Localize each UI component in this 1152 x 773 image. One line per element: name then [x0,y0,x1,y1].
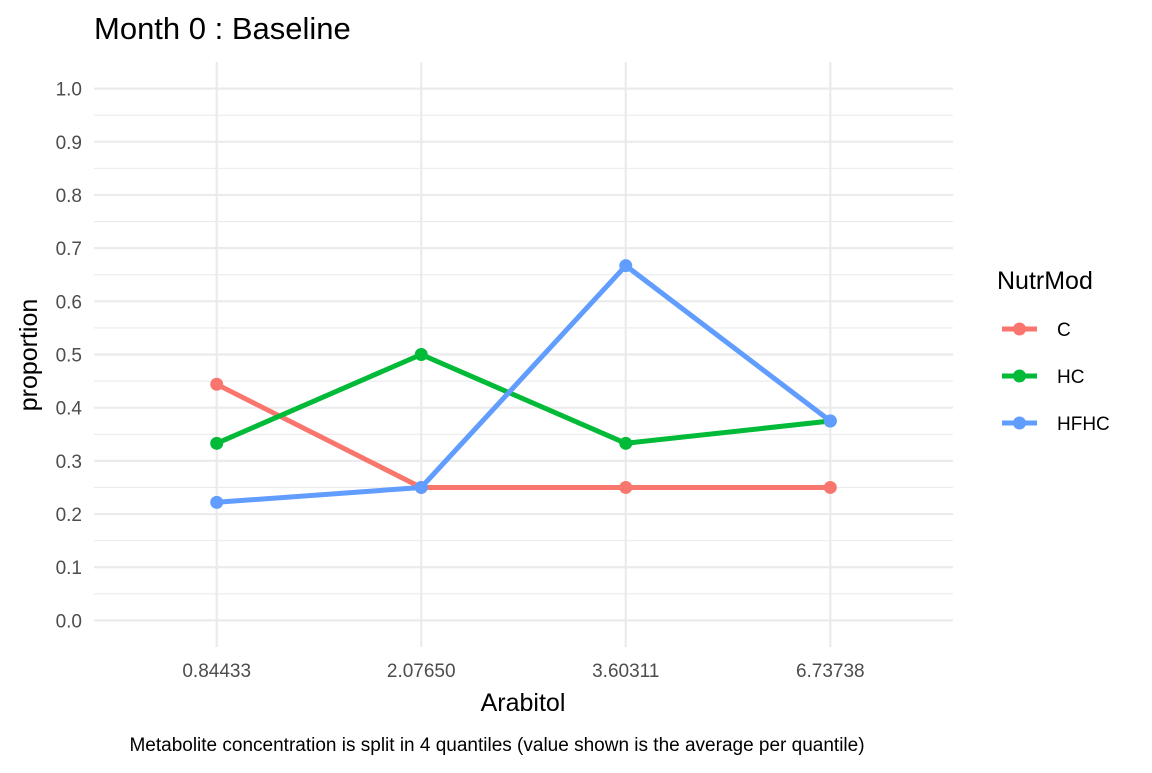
y-axis-ticks: 0.0 0.1 0.2 0.3 0.4 0.5 0.6 0.7 0.8 0.9 1.0 [56,80,83,633]
legend-items: C HC HFHC [1002,320,1110,435]
data-point [619,480,633,494]
y-tick-label: 0.6 [56,292,82,313]
series-hc [210,348,837,450]
series-lines [210,259,837,509]
series-hfhc [210,259,837,509]
data-point [210,377,224,391]
x-axis-ticks: 0.84433 2.07650 3.60311 6.73738 [182,661,864,682]
y-tick-label: 0.2 [56,505,82,526]
x-tick-label: 2.07650 [387,661,456,682]
y-tick-label: 0.4 [56,399,83,420]
legend: NutrMod C HC HFHC [997,267,1110,435]
chart-caption: Metabolite concentration is split in 4 q… [129,735,864,756]
data-point [823,480,837,494]
legend-label: HC [1057,367,1084,388]
y-tick-label: 0.0 [56,611,82,632]
y-tick-label: 0.1 [56,558,82,579]
y-tick-label: 0.9 [56,133,82,154]
x-axis-title: Arabitol [481,689,566,717]
grid [94,62,953,647]
data-point [414,480,428,494]
legend-key-point [1013,416,1026,430]
data-point [210,436,224,450]
legend-title: NutrMod [997,267,1093,295]
y-tick-label: 0.8 [56,186,82,207]
x-tick-label: 0.84433 [182,661,251,682]
legend-label: C [1057,320,1071,341]
data-point [619,436,633,450]
y-tick-label: 0.7 [56,239,82,260]
data-point [619,259,633,273]
y-tick-label: 1.0 [56,80,82,101]
data-point [414,348,428,361]
y-tick-label: 0.5 [56,346,82,367]
data-point [210,495,224,509]
series-line [216,263,832,505]
series-line [215,382,831,490]
legend-key-point [1013,322,1026,336]
chart-title: Month 0 : Baseline [94,11,351,46]
legend-label: HFHC [1057,414,1110,435]
y-tick-label: 0.3 [56,452,82,473]
legend-key-point [1013,369,1026,383]
x-tick-label: 3.60311 [592,661,659,682]
legend-item-c: C [1002,320,1071,341]
data-point [823,414,837,428]
legend-item-hfhc: HFHC [1002,414,1110,435]
series-line [215,352,831,446]
legend-item-hc: HC [1002,367,1084,388]
series-c [210,377,837,494]
x-tick-label: 6.73738 [796,661,865,682]
y-axis-title: proportion [15,299,43,412]
